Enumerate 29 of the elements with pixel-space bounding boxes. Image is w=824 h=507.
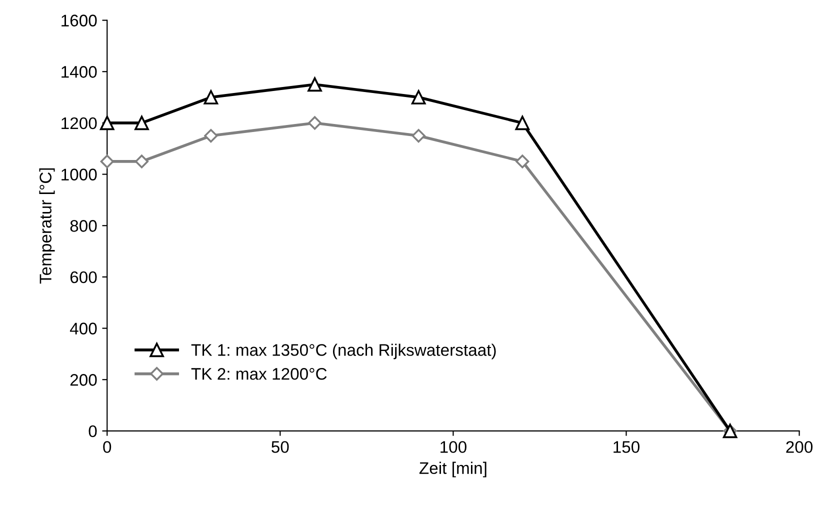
y-axis-title: Temperatur [°C]: [39, 168, 55, 284]
point: [308, 77, 322, 92]
point: [100, 154, 114, 168]
point: [204, 128, 218, 143]
y-tick-label: 1400: [62, 66, 97, 78]
point: [516, 154, 530, 168]
y-tick-label: 0: [88, 425, 97, 438]
x-tick-label: 50: [272, 441, 289, 453]
y-tick-label: 800: [70, 220, 97, 232]
legend-label: TK 1: max 1350°C (nach Rijkswaterstaat): [191, 344, 496, 360]
x-tick-label: 150: [614, 441, 640, 453]
y-tick-label: 1600: [62, 14, 97, 26]
point: [134, 154, 149, 168]
y-tick-label: 1200: [62, 117, 97, 130]
y-tick-label: 600: [70, 271, 97, 284]
y-tick-label: 1000: [62, 168, 97, 180]
x-axis-title: Zeit [min]: [419, 462, 486, 478]
point: [412, 128, 426, 143]
point: [308, 116, 322, 130]
legend-label: TK 2: max 1200°C: [191, 368, 327, 380]
point: [515, 116, 530, 130]
point: [134, 116, 149, 130]
point: [204, 90, 218, 104]
x-tick-label: 100: [440, 441, 466, 453]
x-tick-label: 0: [103, 441, 112, 453]
x-tick-label: 200: [786, 441, 813, 453]
y-tick-label: 200: [70, 374, 97, 386]
y-tick-label: 400: [70, 322, 97, 334]
point: [411, 90, 426, 104]
